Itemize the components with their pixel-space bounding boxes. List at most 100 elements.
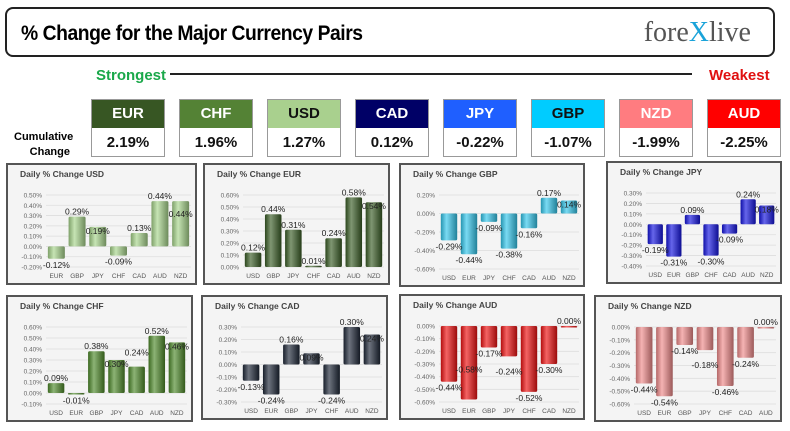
y-tick-label: 0.00% (221, 265, 240, 272)
row-label-line1: Cumulative (14, 131, 74, 143)
data-label: 0.24% (360, 334, 385, 344)
chart-cad: Daily % Change CAD -0.30% -0.20% -0.10% 0.00… (201, 295, 388, 420)
bar-chf (323, 364, 340, 395)
cumulative-value: 2.19% (106, 134, 150, 151)
bar-gbp (676, 327, 694, 345)
bar-aud (343, 327, 361, 365)
data-label: 0.12% (241, 243, 266, 253)
data-label: -0.52% (516, 393, 543, 403)
data-label: 0.13% (127, 223, 152, 233)
data-label: -0.24% (496, 366, 523, 376)
bar-cad (721, 224, 738, 234)
y-tick-label: -0.10% (21, 402, 42, 409)
bar-jpy (89, 226, 107, 247)
data-label: 0.19% (86, 226, 111, 236)
y-tick-label: -0.30% (216, 400, 237, 407)
currency-cell-aud: AUD -2.25% (707, 99, 781, 157)
data-label: 0.09% (44, 373, 69, 383)
data-label: -0.30% (536, 365, 563, 375)
bar-jpy (480, 213, 498, 222)
x-tick-label: CHF (719, 410, 732, 417)
data-label: 0.18% (755, 205, 780, 215)
x-tick-label: GBP (686, 272, 700, 279)
bar-cad (540, 326, 558, 364)
chart-aud: Daily % Change AUD -0.60% -0.50% -0.40% -0.3… (399, 294, 585, 420)
y-tick-label: -0.20% (414, 230, 435, 237)
x-tick-label: EUR (462, 275, 476, 282)
data-label: 0.44% (169, 209, 194, 219)
y-tick-label: 0.20% (24, 369, 43, 376)
currency-cell-usd: USD 1.27% (267, 99, 341, 157)
x-tick-label: NZD (562, 275, 576, 282)
bar-nzd (168, 342, 186, 393)
data-label: -0.54% (651, 397, 678, 407)
data-label: 0.17% (537, 188, 562, 198)
bar-chf (110, 246, 127, 256)
data-label: 0.01% (301, 256, 326, 266)
bar-gbp (283, 344, 300, 365)
bar-gbp (480, 326, 498, 348)
x-tick-label: CHF (112, 273, 125, 280)
x-tick-label: NZD (760, 272, 774, 279)
y-tick-label: 0.10% (24, 234, 43, 241)
x-tick-label: CAD (522, 275, 536, 282)
x-tick-label: CAD (132, 273, 146, 280)
x-tick-label: USD (648, 272, 662, 279)
strongest-label: Strongest (96, 67, 167, 84)
bar-nzd (560, 326, 578, 328)
y-tick-label: -0.20% (21, 265, 42, 272)
y-tick-label: -0.50% (414, 387, 435, 394)
bar-nzd (759, 205, 775, 225)
x-tick-label: GBP (284, 408, 298, 415)
x-tick-label: NZD (174, 273, 188, 280)
x-tick-label: EUR (658, 410, 672, 417)
data-label: -0.30% (698, 257, 725, 267)
x-tick-label: EUR (69, 410, 83, 417)
cumulative-value: -1.07% (544, 134, 592, 151)
x-tick-label: CAD (542, 408, 556, 415)
chart-jpy: Daily % Change JPY -0.40% -0.30% -0.20% -0.1… (606, 161, 782, 284)
y-tick-label: -0.10% (621, 232, 642, 239)
y-tick-label: 0.50% (24, 336, 43, 343)
x-tick-label: NZD (170, 410, 184, 417)
x-tick-label: NZD (365, 408, 379, 415)
forexlive-logo: foreXlive (643, 17, 751, 48)
currency-code: JPY (444, 100, 516, 128)
x-tick-label: CHF (522, 408, 535, 415)
chart-title: Daily % Change NZD (608, 301, 692, 311)
y-tick-label: 0.10% (24, 380, 43, 387)
x-tick-label: JPY (111, 410, 124, 417)
currency-cell-eur: EUR 2.19% (91, 99, 165, 157)
data-label: -0.31% (660, 258, 687, 268)
x-tick-label: CAD (130, 410, 144, 417)
x-tick-label: NZD (562, 408, 576, 415)
currency-code: CAD (356, 100, 428, 128)
y-tick-label: -0.10% (609, 337, 630, 344)
data-label: 0.31% (281, 220, 306, 230)
bar-nzd (172, 201, 190, 247)
data-label: -0.44% (436, 383, 463, 393)
bar-eur (262, 364, 280, 395)
x-tick-label: CHF (704, 272, 717, 279)
x-tick-label: GBP (678, 410, 692, 417)
y-tick-label: -0.20% (216, 387, 237, 394)
y-tick-label: -0.40% (609, 376, 630, 383)
data-label: -0.14% (671, 346, 698, 356)
bar-chf (520, 326, 538, 392)
y-tick-label: -0.40% (621, 264, 642, 271)
x-tick-label: JPY (92, 273, 105, 280)
strength-divider (170, 73, 692, 75)
data-label: -0.29% (436, 241, 463, 251)
bar-jpy (285, 229, 302, 267)
data-label: 0.09% (680, 205, 705, 215)
bar-nzd (365, 202, 383, 267)
y-tick-label: 0.10% (221, 253, 240, 260)
chart-title: Daily % Change GBP (413, 169, 498, 179)
data-label: -0.24% (318, 396, 345, 406)
y-tick-label: -0.60% (609, 402, 630, 409)
x-tick-label: USD (442, 275, 456, 282)
chart-title: Daily % Change EUR (217, 169, 302, 179)
bar-jpy (696, 327, 714, 351)
x-tick-label: AUD (347, 273, 361, 280)
data-label: 0.52% (145, 326, 170, 336)
